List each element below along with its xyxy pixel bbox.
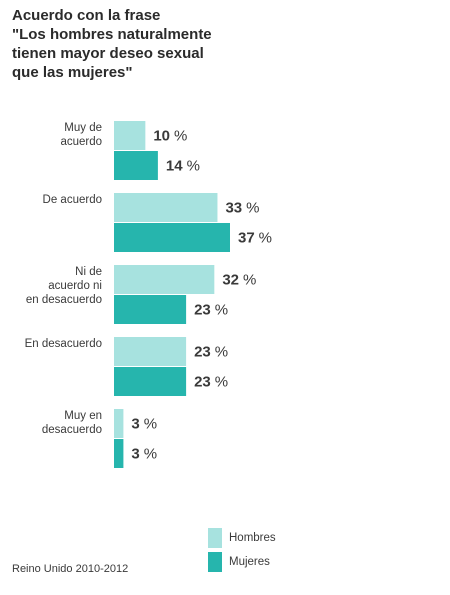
value-unit: % [259,230,272,247]
value-unit: % [215,302,228,319]
legend-label-hombres: Hombres [229,532,276,544]
category-label-line: en desacuerdo [26,294,102,306]
value-label: 10% [153,128,187,145]
value-number: 23 [194,344,211,361]
value-label: 37% [238,230,272,247]
bar-mujeres [114,223,230,252]
bar-hombres [114,337,187,366]
chart-title: Acuerdo con la frase "Los hombres natura… [12,6,312,82]
value-unit: % [187,158,200,175]
value-unit: % [215,344,228,361]
value-number: 23 [194,374,211,391]
bar-mujeres [114,151,158,180]
category-label: Muy de acuerdo [60,122,102,148]
category-label-line: Ni de [75,266,102,278]
legend-item-mujeres: Mujeres [208,552,276,572]
bar-hombres [114,265,215,294]
value-number: 37 [238,230,255,247]
value-unit: % [215,374,228,391]
title-line-2: "Los hombres naturalmente [12,26,212,43]
value-label: 23% [194,302,228,319]
legend-label-mujeres: Mujeres [229,556,270,568]
value-label: 23% [194,344,228,361]
value-label: 3% [131,416,157,433]
legend: Hombres Mujeres [208,528,276,576]
value-number: 14 [166,158,183,175]
value-unit: % [246,200,259,217]
bar-hombres [114,121,146,150]
footnote: Reino Unido 2010-2012 [12,563,129,575]
value-label: 23% [194,374,228,391]
category-label-line: De acuerdo [43,194,102,206]
value-unit: % [144,416,157,433]
value-unit: % [243,272,256,289]
title-line-4: que las mujeres" [12,64,133,81]
category-label-line: acuerdo ni [48,280,102,292]
value-unit: % [144,446,157,463]
category-label: Muy en desacuerdo [42,410,102,436]
value-unit: % [174,128,187,145]
category-label-line: En desacuerdo [25,338,102,350]
legend-swatch-mujeres [208,552,222,572]
value-number: 33 [225,200,242,217]
category-label-line: Muy de [64,122,102,134]
value-label: 14% [166,158,200,175]
legend-swatch-hombres [208,528,222,548]
legend-item-hombres: Hombres [208,528,276,548]
value-number: 10 [153,128,170,145]
bar-mujeres [114,295,187,324]
title-line-1: Acuerdo con la frase [12,7,161,24]
bar-hombres [114,193,218,222]
value-number: 32 [222,272,239,289]
value-number: 3 [131,446,139,463]
value-label: 3% [131,446,157,463]
category-label-line: Muy en [64,410,102,422]
category-label: De acuerdo [43,194,102,206]
value-number: 3 [131,416,139,433]
category-label: Ni de acuerdo ni en desacuerdo [26,266,102,306]
category-label: En desacuerdo [25,338,102,350]
value-label: 32% [222,272,256,289]
value-number: 23 [194,302,211,319]
bar-chart: Muy de acuerdo 10 %14 %De acuerdo 33 %37 %Ni de… [25,121,272,468]
category-label-line: acuerdo [60,136,102,148]
bar-hombres [114,409,124,438]
bar-mujeres [114,367,187,396]
value-label: 33% [225,200,259,217]
category-label-line: desacuerdo [42,424,102,436]
title-line-3: tienen mayor deseo sexual [12,45,204,62]
bar-mujeres [114,439,124,468]
